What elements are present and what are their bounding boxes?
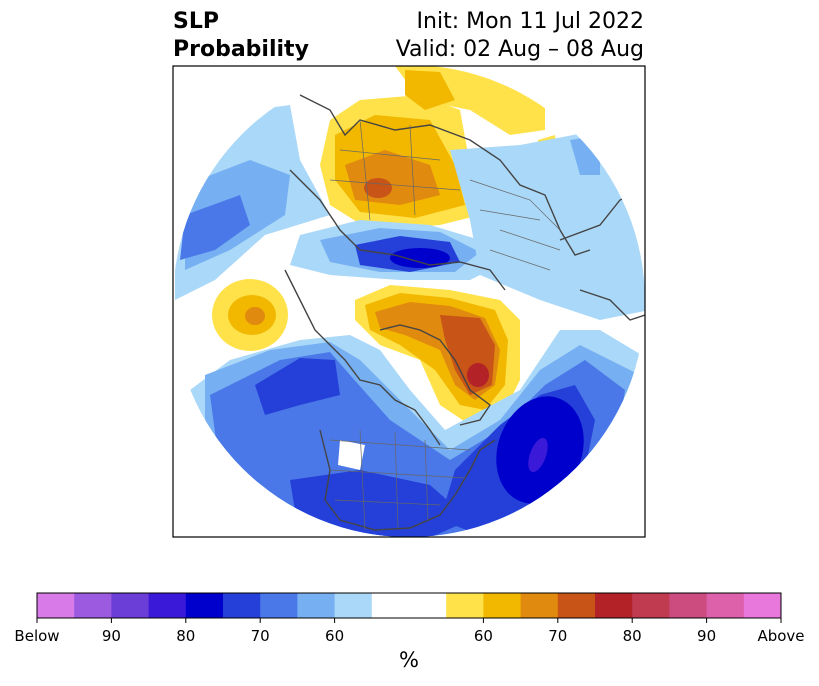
neutral-region-us: [338, 440, 365, 470]
borders: [329, 119, 561, 531]
colorbar-tick-label: Above: [757, 627, 805, 645]
colorbar-swatch: [483, 593, 522, 618]
colorbar-swatch: [632, 593, 670, 618]
colorbar-swatch: [260, 593, 298, 618]
colorbar-swatch: [185, 593, 224, 618]
valid-range: Valid: 02 Aug – 08 Aug: [395, 37, 644, 62]
colorbar-swatch: [409, 593, 447, 618]
colorbar-tick-label: 80: [622, 627, 642, 645]
colorbar-tick-label: Below: [14, 627, 60, 645]
colorbar-swatch: [520, 593, 559, 618]
below-region-europe: [450, 130, 645, 320]
init-date: Init: Mon 11 Jul 2022: [416, 9, 644, 34]
title-type: Probability: [173, 37, 309, 62]
below-region-us-stronger: [290, 470, 470, 537]
colorbar-outline: [36, 592, 782, 619]
below-region-south-stronger: [255, 358, 340, 415]
map-frame: [172, 65, 646, 538]
colorbar-swatch: [371, 593, 410, 618]
map-dates: Init: Mon 11 Jul 2022 Valid: 02 Aug – 08…: [396, 8, 644, 64]
map-title: SLP Probability: [173, 8, 309, 64]
colorbar-tick-label: 80: [176, 627, 196, 645]
colorbar-swatch: [706, 593, 745, 618]
colorbar-tick-label: 90: [697, 627, 717, 645]
colorbar-swatch: [743, 593, 782, 618]
above-eurasia-core: [364, 178, 392, 198]
title-variable: SLP: [173, 9, 219, 34]
map-disk: [173, 65, 645, 537]
colorbar-tick-label: 70: [250, 627, 270, 645]
colorbar-swatch: [446, 593, 484, 618]
above-region-far-north-mid: [405, 70, 455, 110]
colorbar-unit: %: [399, 648, 419, 672]
colorbar-tick-label: 90: [101, 627, 121, 645]
colorbar-swatch: [595, 593, 633, 618]
below-region-northwest-strong: [180, 195, 250, 260]
colorbar-swatch: [111, 593, 150, 618]
colorbar-tick-label: 60: [473, 627, 493, 645]
colorbar-swatch: [37, 593, 75, 618]
colorbar-swatch: [74, 593, 112, 618]
colorbar: [36, 592, 782, 623]
colorbar-swatch: [334, 593, 373, 618]
colorbar-swatch: [297, 593, 336, 618]
above-canada-core: [467, 363, 489, 387]
colorbar-swatch: [669, 593, 708, 618]
colorbar-swatch: [148, 593, 187, 618]
above-region-pacific-core: [245, 307, 265, 325]
colorbar-swatch: [557, 593, 596, 618]
below-atlantic-core-inner: [528, 437, 548, 473]
below-arctic-core: [390, 248, 450, 268]
colorbar-swatch: [223, 593, 261, 618]
colorbar-tick-label: 70: [548, 627, 568, 645]
colorbar-tick-label: 60: [325, 627, 345, 645]
